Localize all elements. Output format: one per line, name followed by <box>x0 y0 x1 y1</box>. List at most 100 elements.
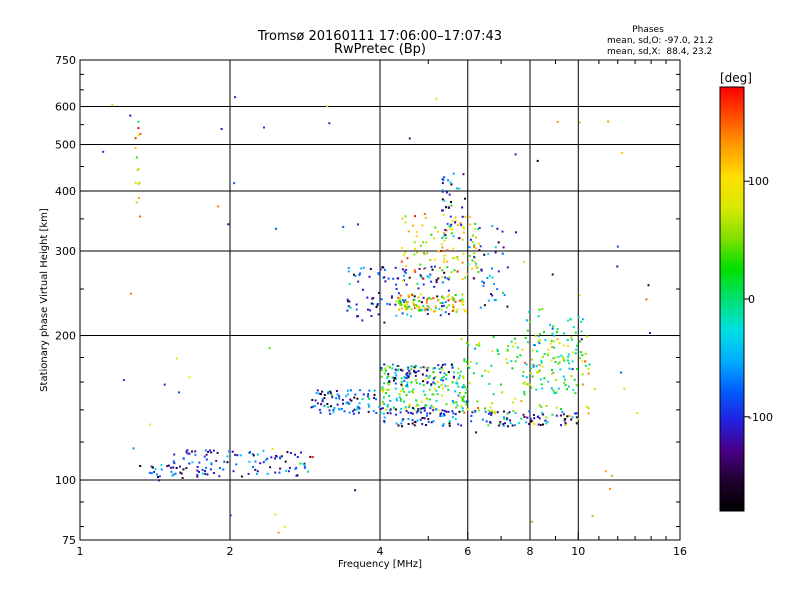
data-point <box>357 280 360 283</box>
data-point <box>488 382 491 385</box>
data-point <box>408 276 411 279</box>
data-point <box>533 417 536 420</box>
data-point <box>566 415 569 418</box>
data-point <box>386 405 389 408</box>
data-point <box>411 422 414 425</box>
data-point <box>426 313 429 315</box>
data-point <box>551 273 554 276</box>
data-point <box>387 277 390 280</box>
data-point <box>443 372 446 375</box>
data-point <box>525 319 528 322</box>
data-point <box>562 375 565 378</box>
data-point <box>545 416 548 419</box>
data-point <box>170 470 173 473</box>
data-point <box>416 403 419 406</box>
data-point <box>419 382 421 385</box>
data-point <box>474 347 476 350</box>
data-point <box>335 390 338 392</box>
data-point <box>531 520 534 523</box>
data-point <box>511 424 514 427</box>
data-point <box>453 297 456 300</box>
y-tick-label: 300 <box>55 245 76 258</box>
data-point <box>404 406 407 409</box>
data-point <box>274 457 276 460</box>
data-point <box>505 417 508 420</box>
data-point <box>398 308 400 311</box>
data-point <box>277 531 280 534</box>
data-point <box>405 283 408 286</box>
data-point <box>442 379 444 382</box>
data-point <box>462 252 465 255</box>
data-point <box>404 272 407 274</box>
data-point <box>470 420 473 423</box>
data-point <box>418 300 421 302</box>
data-point <box>443 199 446 202</box>
data-point <box>461 298 464 301</box>
data-point <box>432 371 435 373</box>
data-point <box>347 266 350 269</box>
data-point <box>515 231 517 234</box>
data-point <box>492 393 495 396</box>
data-point <box>438 368 441 370</box>
data-point <box>318 408 321 411</box>
data-point <box>336 403 339 406</box>
data-point <box>443 254 446 257</box>
data-point <box>412 388 415 391</box>
data-point <box>532 414 535 416</box>
data-point <box>551 346 554 348</box>
data-point <box>388 409 391 412</box>
data-point <box>485 420 488 423</box>
data-point <box>581 373 584 376</box>
data-point <box>157 476 159 478</box>
data-point <box>181 477 184 479</box>
data-point <box>451 410 454 413</box>
data-point <box>441 409 444 412</box>
data-point <box>457 371 460 374</box>
data-point <box>455 310 458 313</box>
data-point <box>407 366 410 369</box>
data-point <box>461 398 464 401</box>
data-point <box>328 409 331 412</box>
data-point <box>394 368 397 371</box>
data-point <box>186 449 189 452</box>
data-point <box>553 346 556 349</box>
data-point <box>471 267 474 270</box>
data-point <box>404 377 407 380</box>
data-point <box>471 241 474 243</box>
data-point <box>562 356 565 359</box>
data-point <box>465 342 468 344</box>
data-point <box>575 412 578 415</box>
data-point <box>553 340 556 343</box>
data-point <box>137 197 140 199</box>
data-point <box>321 390 324 393</box>
data-point <box>438 307 441 310</box>
data-point <box>436 230 439 233</box>
data-point <box>534 335 537 338</box>
data-point <box>647 284 650 287</box>
data-point <box>441 424 444 427</box>
data-point <box>509 422 512 424</box>
data-point <box>138 181 141 184</box>
data-point <box>477 228 480 231</box>
data-point <box>226 461 229 464</box>
data-point <box>236 454 239 457</box>
data-point <box>435 399 438 402</box>
data-point <box>201 472 204 475</box>
data-point <box>549 323 551 326</box>
data-point <box>494 246 497 249</box>
data-point <box>539 378 542 381</box>
data-point <box>451 366 454 369</box>
data-point <box>375 398 377 401</box>
data-point <box>338 408 341 411</box>
y-tick-label: 75 <box>62 534 76 547</box>
data-point <box>420 301 423 304</box>
data-point <box>179 471 182 474</box>
data-point <box>367 403 370 406</box>
data-point <box>182 468 185 471</box>
data-point <box>332 409 335 412</box>
data-point <box>456 256 459 258</box>
data-point <box>421 224 424 227</box>
data-point <box>426 252 429 255</box>
data-point <box>406 308 409 311</box>
data-point <box>424 378 427 381</box>
